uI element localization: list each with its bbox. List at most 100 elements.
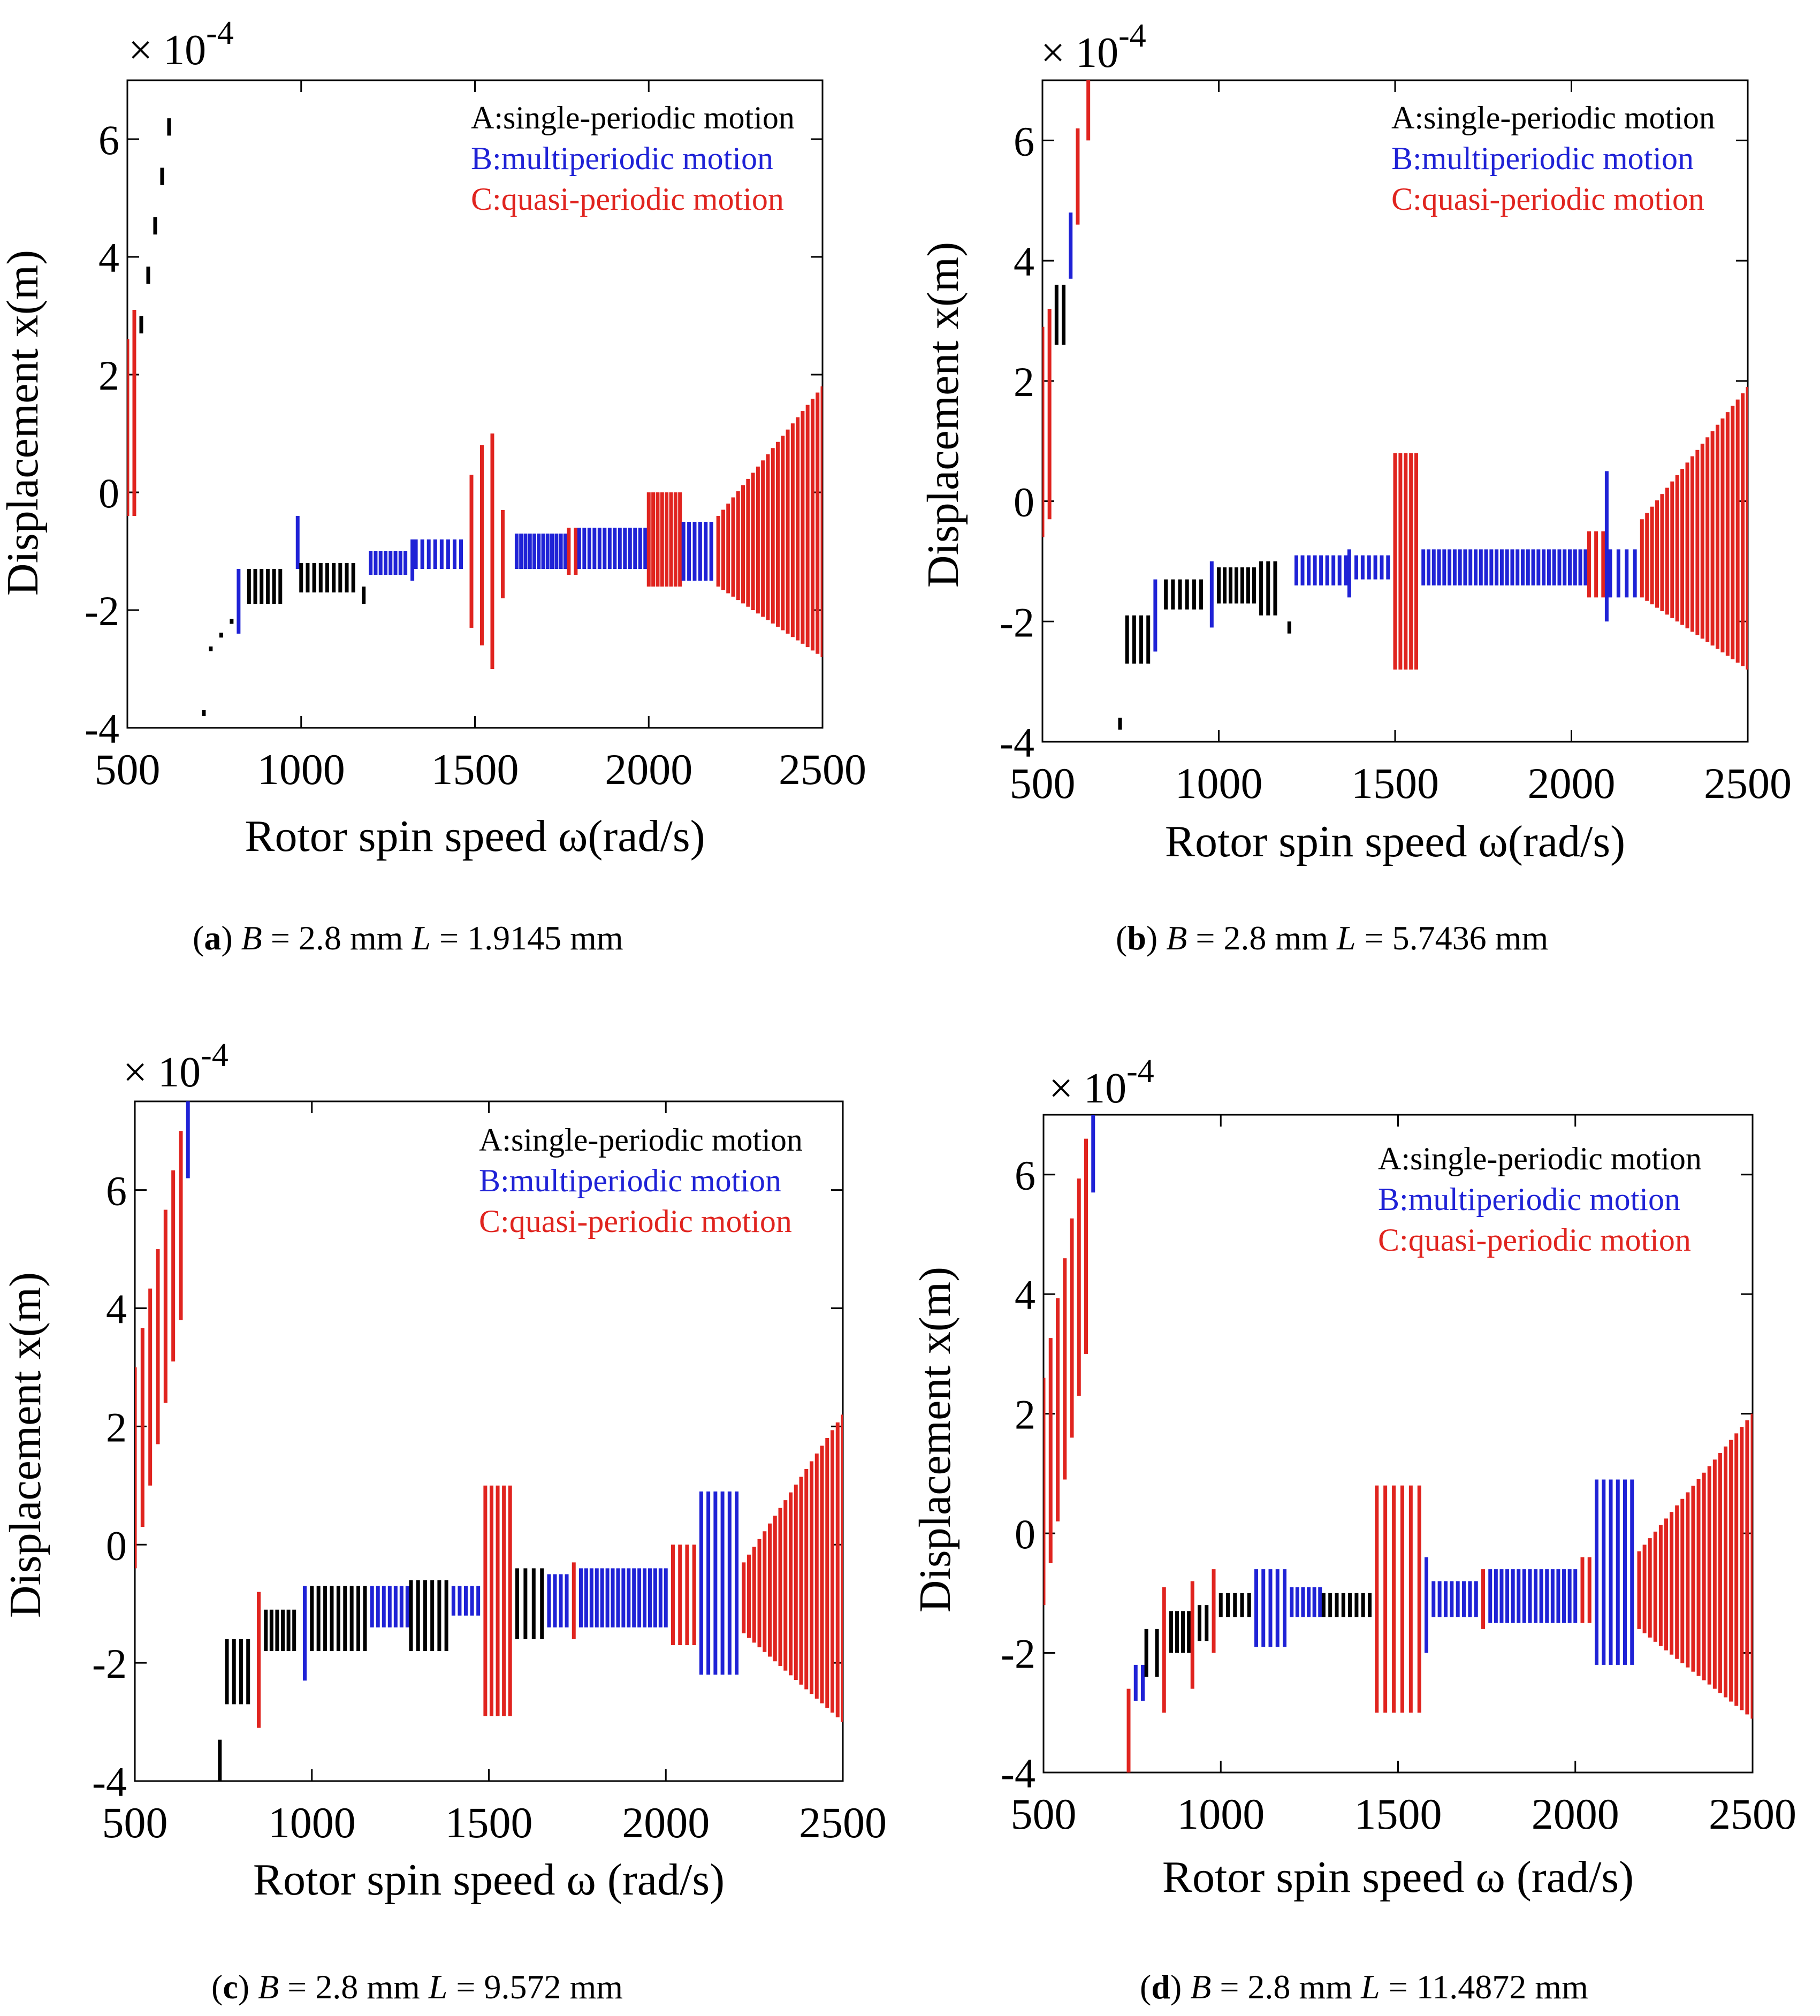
motion-bar-multi — [597, 528, 601, 569]
motion-bar-multi — [1583, 549, 1588, 585]
y-axis-label: Displacement x(m) — [918, 242, 968, 588]
y-tick-label: 2 — [106, 1404, 127, 1450]
panel-c: 500 1000 1500 2000 2500 -4 -2 0 2 4 6 × 10-4 Displac… — [1, 1037, 887, 1905]
motion-bar-quasi — [1076, 128, 1080, 225]
motion-bar-multi — [393, 551, 398, 575]
motion-bar-multi — [1633, 549, 1637, 598]
motion-bar-multi — [623, 528, 627, 569]
motion-bar-multi — [1313, 555, 1317, 585]
motion-bar-multi — [476, 1586, 481, 1616]
y-tick-label: 2 — [1014, 359, 1034, 405]
motion-bar-quasi — [763, 1531, 767, 1652]
motion-bar-single — [351, 563, 355, 592]
motion-bar-single — [409, 1580, 413, 1652]
x-tick-label: 2000 — [605, 745, 692, 794]
motion-bar-quasi — [1162, 1587, 1166, 1713]
motion-bar-single — [275, 1609, 279, 1652]
motion-bar-multi — [595, 1568, 599, 1627]
motion-bar-multi — [1360, 555, 1365, 580]
motion-bar-quasi — [1063, 1258, 1067, 1480]
motion-bar-multi — [1567, 1569, 1572, 1623]
motion-bar-multi — [1431, 549, 1436, 585]
caption-a: (a) B = 2.8 mm L = 1.9145 mm — [193, 918, 623, 958]
motion-bar-single — [437, 1580, 441, 1652]
motion-bar-multi — [1354, 555, 1359, 580]
x-tick-label: 2500 — [1709, 1790, 1796, 1838]
motion-bar-multi — [1484, 549, 1488, 585]
motion-bar-multi — [389, 551, 393, 575]
motion-bar-quasi — [1686, 1492, 1690, 1668]
motion-bar-quasi — [479, 445, 484, 645]
caption-label: (a) — [193, 919, 241, 957]
y-tick-label: 0 — [106, 1522, 127, 1569]
x-axis-label: Rotor spin speed ω (rad/s) — [1162, 1852, 1634, 1902]
motion-bar-multi — [621, 1568, 626, 1627]
motion-bar-quasi — [646, 492, 651, 587]
motion-bar-quasi — [1712, 1459, 1717, 1689]
motion-bar-single — [1175, 1611, 1179, 1653]
motion-bar-single — [1321, 1593, 1326, 1617]
motion-bar-quasi — [1042, 326, 1045, 537]
motion-bar-multi — [706, 1491, 711, 1675]
motion-bar-quasi — [1710, 431, 1715, 646]
motion-bar-quasi — [716, 516, 720, 587]
y-tick-label: 6 — [98, 117, 119, 163]
motion-bar-multi — [553, 1574, 557, 1627]
motion-bar-single — [540, 1568, 544, 1639]
data-points — [1042, 80, 1748, 730]
motion-bar-quasi — [757, 1539, 761, 1648]
motion-bar-single — [160, 168, 164, 185]
motion-bar-quasi — [1417, 1485, 1421, 1713]
motion-bar-quasi — [1716, 424, 1720, 649]
motion-bar-multi — [451, 1586, 455, 1616]
motion-bar-multi — [1456, 1581, 1460, 1617]
motion-bar-multi — [387, 1586, 392, 1627]
motion-bar-single — [363, 1586, 367, 1652]
motion-bar-quasi — [820, 386, 823, 657]
motion-bar-multi — [1300, 555, 1305, 585]
motion-bar-multi — [1505, 1569, 1510, 1623]
motion-bar-multi — [1290, 1587, 1294, 1617]
motion-bar-quasi — [1680, 1498, 1685, 1663]
motion-bar-multi — [1557, 549, 1562, 585]
motion-bar-multi — [1261, 1569, 1266, 1647]
motion-bar-single — [1266, 561, 1270, 616]
motion-bar-quasi — [1653, 1531, 1657, 1642]
motion-bar-multi — [1616, 1479, 1620, 1665]
motion-bar-single — [1341, 1593, 1345, 1617]
motion-bar-quasi — [257, 1592, 261, 1728]
motion-bar-quasi — [1675, 1505, 1679, 1659]
motion-bar-quasi — [1691, 1486, 1695, 1672]
motion-bar-single — [423, 1580, 427, 1652]
caption-text: B = 2.8 mm L = 1.9145 mm — [241, 919, 623, 957]
motion-bar-multi — [1268, 1569, 1273, 1647]
motion-bar-multi — [648, 1568, 652, 1627]
motion-bar-multi — [420, 539, 424, 569]
motion-bar-quasi — [1740, 1427, 1744, 1710]
motion-bar-single — [265, 569, 270, 604]
motion-bar-single — [139, 316, 143, 333]
motion-bar-multi — [627, 1568, 631, 1627]
motion-bar-multi — [1307, 1587, 1311, 1617]
motion-bar-quasi — [1637, 1551, 1641, 1629]
motion-bar-multi — [1609, 1479, 1613, 1665]
x-tick-label: 2000 — [622, 1798, 710, 1847]
caption-d: (d) B = 2.8 mm L = 11.4872 mm — [1140, 1967, 1588, 2007]
motion-bar-quasi — [1048, 1338, 1053, 1563]
motion-bar-quasi — [1745, 1420, 1749, 1715]
motion-bar-quasi — [805, 405, 810, 648]
x-tick-label: 1000 — [268, 1798, 356, 1847]
motion-bar-multi — [633, 528, 637, 569]
axis-exponent-label: × 10-4 — [128, 15, 234, 74]
motion-bar-quasi — [1086, 80, 1091, 141]
motion-bar-quasi — [489, 1485, 493, 1716]
y-tick-label: -4 — [1000, 719, 1034, 766]
legend-entry: C:quasi-periodic motion — [1378, 1222, 1691, 1258]
motion-bar-multi — [537, 534, 541, 569]
motion-bar-single — [444, 1580, 448, 1652]
motion-bar-single — [1205, 1605, 1209, 1641]
y-tick-label: -2 — [1001, 1631, 1035, 1677]
motion-bar-multi — [1505, 549, 1509, 585]
motion-bar-single — [1233, 1593, 1237, 1617]
motion-bar-quasi — [789, 1492, 793, 1676]
